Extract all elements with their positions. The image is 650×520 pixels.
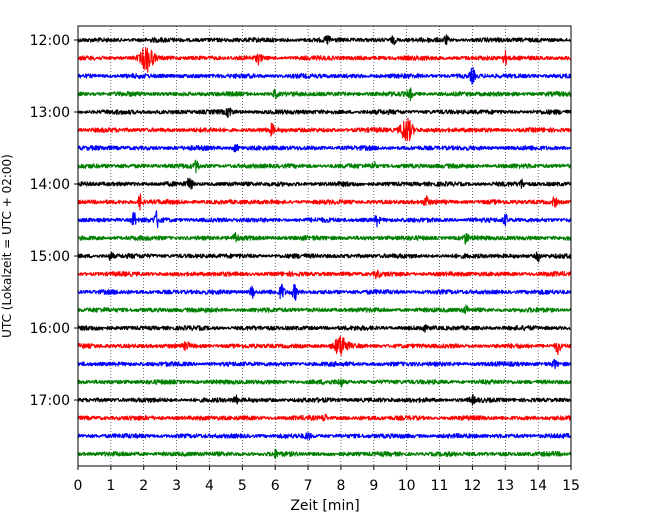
trace-1715 — [77, 413, 572, 422]
x-tick-label-0: 0 — [74, 478, 83, 494]
trace-1645 — [77, 378, 572, 388]
x-tick-label-9: 9 — [369, 478, 378, 494]
x-tick-label-8: 8 — [336, 478, 345, 494]
trace-1300 — [77, 107, 572, 119]
y-tick-label-3: 15:00 — [30, 249, 70, 265]
trace-1215 — [77, 46, 572, 73]
y-tick-label-4: 16:00 — [30, 321, 70, 337]
trace-1615 — [77, 335, 572, 356]
trace-1500 — [77, 251, 572, 263]
trace-1345 — [77, 159, 572, 174]
x-axis-label: Zeit [min] — [290, 498, 359, 514]
trace-1530 — [77, 283, 572, 301]
x-tick-label-10: 10 — [398, 478, 416, 494]
trace-1245 — [77, 87, 572, 102]
trace-1700 — [77, 393, 572, 406]
x-tick-label-4: 4 — [205, 478, 214, 494]
y-axis-label: UTC (Lokalzeit = UTC + 02:00) — [0, 154, 14, 338]
trace-1330 — [77, 144, 572, 153]
x-tick-label-14: 14 — [529, 478, 547, 494]
x-tick-label-1: 1 — [106, 478, 115, 494]
x-tick-label-2: 2 — [139, 478, 148, 494]
trace-1745 — [77, 448, 572, 459]
y-tick-label-5: 17:00 — [30, 393, 70, 409]
x-tick-label-12: 12 — [463, 478, 481, 494]
trace-1600 — [77, 324, 572, 333]
y-tick-label-0: 12:00 — [30, 33, 70, 49]
x-tick-label-3: 3 — [172, 478, 181, 494]
plot-frame — [77, 25, 572, 467]
grid-lines — [110, 26, 539, 466]
plot-background — [78, 26, 571, 466]
trace-1515 — [77, 269, 572, 280]
trace-1730 — [77, 432, 572, 441]
y-tick-label-2: 14:00 — [30, 177, 70, 193]
x-tick-label-15: 15 — [562, 478, 580, 494]
x-tick-label-5: 5 — [238, 478, 247, 494]
y-tick-label-1: 13:00 — [30, 105, 70, 121]
trace-1415 — [77, 193, 572, 211]
trace-1430 — [77, 210, 572, 229]
y-axis-ticks: 12:00 13:00 14:00 15:00 16:00 17:00 — [30, 33, 78, 409]
trace-1315 — [77, 117, 572, 142]
x-tick-label-11: 11 — [431, 478, 449, 494]
x-axis-ticks: 0 1 2 3 4 5 6 7 8 9 10 11 12 13 14 15 — [74, 466, 580, 494]
x-tick-label-13: 13 — [496, 478, 514, 494]
trace-1400 — [77, 177, 572, 190]
trace-1445 — [77, 231, 572, 245]
trace-1545 — [77, 304, 572, 315]
x-tick-label-7: 7 — [304, 478, 313, 494]
trace-1630 — [77, 358, 572, 370]
x-tick-label-6: 6 — [271, 478, 280, 494]
trace-1230 — [77, 66, 572, 85]
trace-1200 — [77, 34, 572, 46]
traces — [77, 34, 572, 459]
